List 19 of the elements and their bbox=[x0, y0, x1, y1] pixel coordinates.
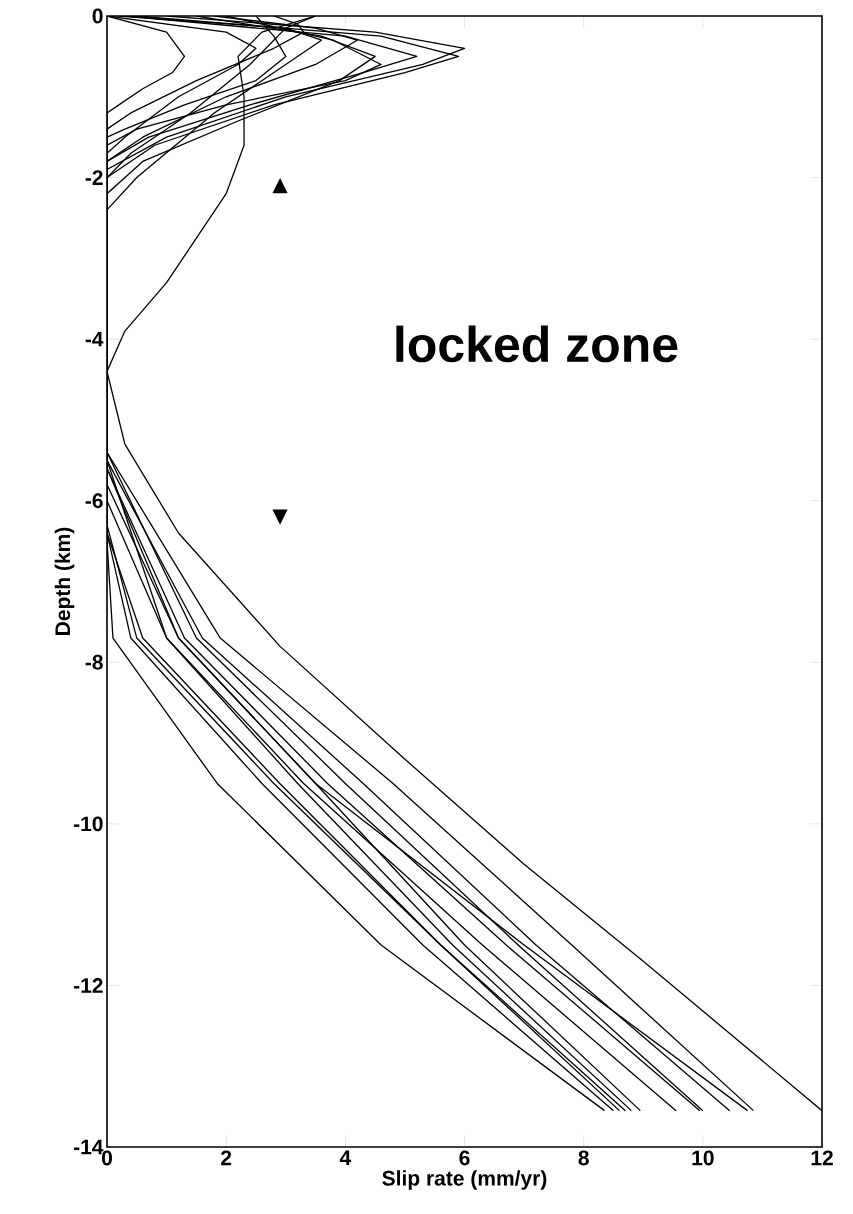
y-axis-title: Depth (km) bbox=[54, 527, 75, 635]
annotation: locked zone bbox=[396, 325, 678, 363]
x-axis-title: Slip rate (mm/yr) bbox=[382, 1170, 547, 1190]
x-tick-label: 12 bbox=[811, 1150, 833, 1166]
x-tick-label: 4 bbox=[339, 1150, 352, 1165]
x-tick-label: 8 bbox=[578, 1150, 589, 1166]
annotation: ▲ bbox=[272, 178, 288, 194]
y-tick-label: -10 bbox=[73, 816, 103, 832]
y-tick-label: -2 bbox=[85, 170, 103, 185]
y-tick-label: 0 bbox=[92, 8, 103, 24]
x-tick-label: 10 bbox=[692, 1150, 714, 1166]
x-tick-label: 2 bbox=[221, 1150, 232, 1166]
y-tick-label: -12 bbox=[73, 978, 103, 993]
y-tick-label: -8 bbox=[85, 654, 103, 670]
y-tick-label: -14 bbox=[73, 1139, 104, 1155]
y-tick-label: -6 bbox=[85, 493, 103, 509]
annotation: ▼ bbox=[272, 509, 288, 525]
x-tick-label: 6 bbox=[459, 1150, 470, 1166]
y-tick-label: -4 bbox=[85, 331, 104, 347]
